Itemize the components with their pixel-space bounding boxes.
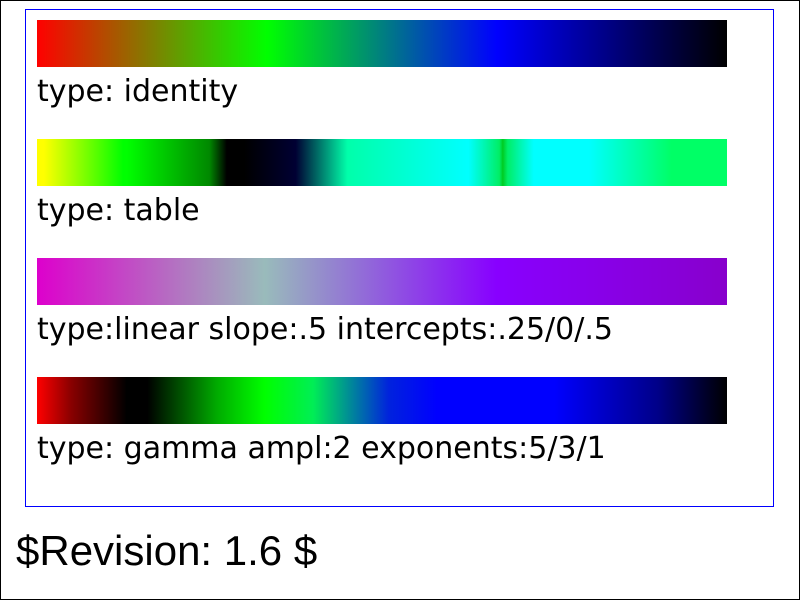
caption-identity: type: identity bbox=[37, 74, 239, 109]
gradient-strip-identity bbox=[37, 20, 727, 67]
gradient-strip-gamma bbox=[37, 377, 727, 424]
gradient-strip-linear bbox=[37, 258, 727, 305]
gradient-strip-table bbox=[37, 139, 727, 186]
caption-table: type: table bbox=[37, 193, 200, 228]
test-frame bbox=[25, 9, 774, 507]
caption-gamma: type: gamma ampl:2 exponents:5/3/1 bbox=[37, 431, 606, 466]
revision-label: $Revision: 1.6 $ bbox=[16, 527, 318, 574]
caption-linear: type:linear slope:.5 intercepts:.25/0/.5 bbox=[37, 312, 613, 347]
